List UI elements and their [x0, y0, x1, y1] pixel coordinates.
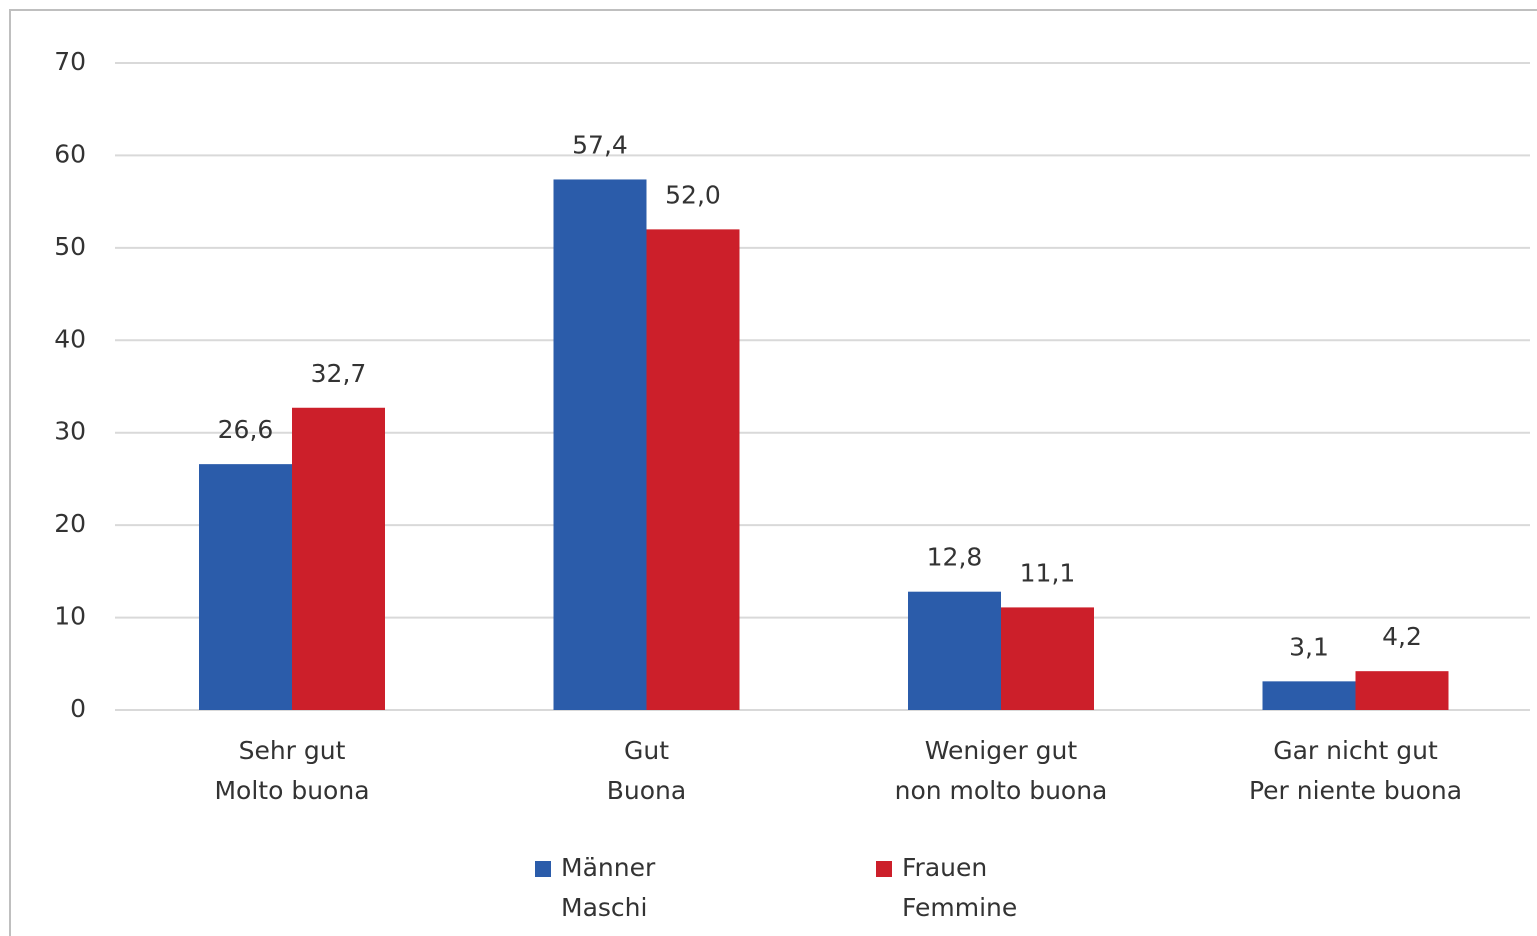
- chart-frame: [9, 9, 1537, 936]
- bar: [646, 229, 740, 710]
- y-tick-label: 60: [54, 139, 86, 168]
- legend-label: Maschi: [561, 893, 647, 922]
- bar: [199, 464, 292, 710]
- data-label: 26,6: [218, 415, 274, 444]
- bar: [1355, 671, 1449, 710]
- y-tick-label: 70: [54, 47, 86, 76]
- bar: [292, 407, 385, 710]
- y-tick-label: 40: [54, 324, 86, 353]
- legend-swatch: [535, 861, 551, 877]
- bar: [1001, 607, 1094, 710]
- data-label: 12,8: [927, 543, 983, 572]
- data-label: 32,7: [311, 359, 367, 388]
- x-tick-label: Sehr gut: [239, 736, 346, 765]
- y-tick-label: 20: [54, 509, 86, 538]
- legend-label: Femmine: [902, 893, 1017, 922]
- y-tick-label: 0: [70, 694, 86, 723]
- data-label: 4,2: [1382, 622, 1422, 651]
- legend-swatch: [876, 861, 892, 877]
- y-tick-label: 50: [54, 232, 86, 261]
- y-tick-label: 10: [54, 602, 86, 631]
- data-label: 11,1: [1020, 558, 1076, 587]
- x-tick-label: non molto buona: [895, 776, 1108, 805]
- bar: [553, 179, 647, 710]
- data-label: 57,4: [572, 130, 628, 159]
- y-tick-label: 30: [54, 417, 86, 446]
- x-tick-label: Per niente buona: [1249, 776, 1462, 805]
- bar: [1262, 681, 1356, 710]
- x-tick-label: Gar nicht gut: [1273, 736, 1438, 765]
- legend-label: Männer: [561, 853, 656, 882]
- data-label: 52,0: [665, 180, 721, 209]
- legend-label: Frauen: [902, 853, 987, 882]
- x-tick-label: Gut: [624, 736, 669, 765]
- x-tick-label: Weniger gut: [925, 736, 1078, 765]
- data-label: 3,1: [1289, 632, 1329, 661]
- bar: [908, 591, 1001, 710]
- x-tick-label: Molto buona: [214, 776, 369, 805]
- x-tick-label: Buona: [607, 776, 686, 805]
